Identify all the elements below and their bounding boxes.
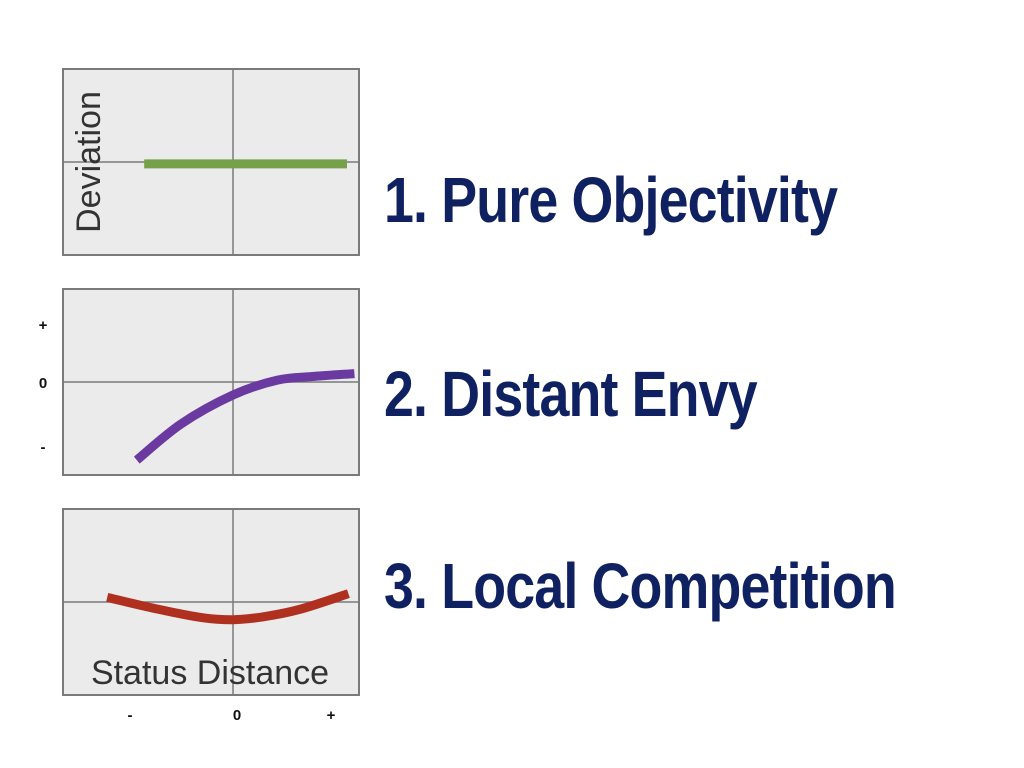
panel-3-xtick-zero: 0 — [233, 707, 241, 724]
chart-panel-3: Status Distance - 0 + — [62, 508, 360, 724]
panel-1-ylabel: Deviation — [70, 91, 108, 233]
panel-3-xtick-plus: + — [327, 707, 336, 724]
panel-3-xlabel: Status Distance — [91, 654, 329, 692]
chart-panel-1: Deviation — [62, 68, 360, 256]
panel-2-series-line-1 — [133, 369, 355, 464]
panel-3-xtick-minus: - — [128, 707, 133, 724]
panel-3-series — [106, 589, 350, 625]
panel-2-series — [133, 369, 355, 464]
panel-2-ytick-plus: + — [39, 317, 48, 334]
heading-distant-envy: 2. Distant Envy — [384, 358, 758, 430]
panel-3-series-line-1 — [106, 589, 350, 625]
chart-panel-2: + 0 - — [39, 288, 360, 476]
panel-2-ytick-zero: 0 — [39, 375, 47, 392]
heading-pure-objectivity: 1. Pure Objectivity — [384, 164, 838, 236]
panel-2-ytick-minus: - — [41, 439, 46, 456]
heading-local-competition: 3. Local Competition — [384, 550, 897, 622]
